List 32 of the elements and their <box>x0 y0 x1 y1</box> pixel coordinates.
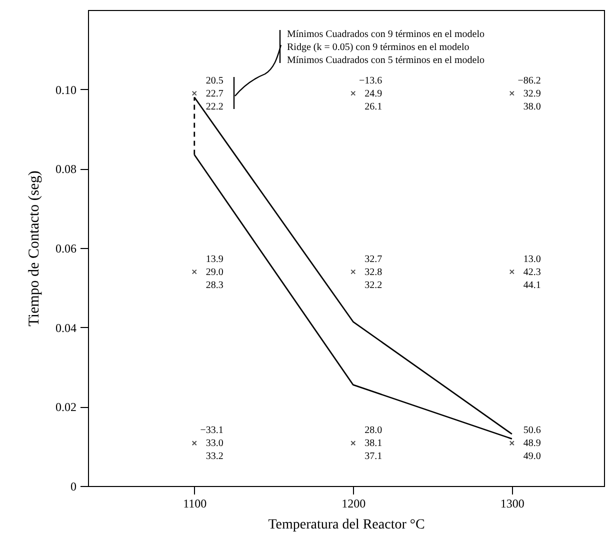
y-tick-label: 0.02 <box>56 400 76 414</box>
point <box>350 90 356 96</box>
point <box>192 440 197 446</box>
x-tick-label: 1100 <box>183 496 207 510</box>
y-tick-label: 0.06 <box>56 242 76 256</box>
point <box>350 269 356 274</box>
annotation: 20.5 22.7 22.2 <box>206 75 224 112</box>
point <box>350 440 356 446</box>
annotation: 13.9 29.0 28.3 <box>206 254 224 291</box>
y-tick-label: 0.08 <box>56 162 76 176</box>
y-axis-title: Tiempo de Contacto (seg) <box>26 170 42 326</box>
point <box>509 90 514 96</box>
x-tick-label: 1200 <box>342 496 366 510</box>
annotation: 28.0 38.1 37.1 <box>364 425 382 462</box>
annotation: Mínimos Cuadrados con 5 términos en el modelo <box>287 55 484 66</box>
point <box>192 269 197 274</box>
annotation: −13.6 24.9 26.1 <box>359 75 382 112</box>
annotation: 50.6 48.9 49.0 <box>523 425 541 462</box>
annotation: −33.1 33.0 33.2 <box>200 425 224 462</box>
annotation: Ridge (k = 0.05) con 9 términos en el modelo <box>287 42 470 53</box>
annotation: Mínimos Cuadrados con 9 términos en el modelo <box>287 29 484 40</box>
x-axis-title: Temperatura del Reactor °C <box>268 518 425 532</box>
annotation: 32.7 32.8 32.2 <box>364 254 382 291</box>
point <box>509 269 514 274</box>
annotation: −86.2 32.9 38.0 <box>518 75 541 112</box>
y-tick-label: 0.04 <box>56 320 76 335</box>
y-tick-label: 0 <box>70 480 76 494</box>
point <box>509 440 514 446</box>
annotation: 13.0 42.3 44.1 <box>523 254 541 291</box>
y-tick-label: 0.10 <box>56 82 76 97</box>
x-tick-label: 1300 <box>500 496 524 510</box>
point <box>192 90 197 96</box>
